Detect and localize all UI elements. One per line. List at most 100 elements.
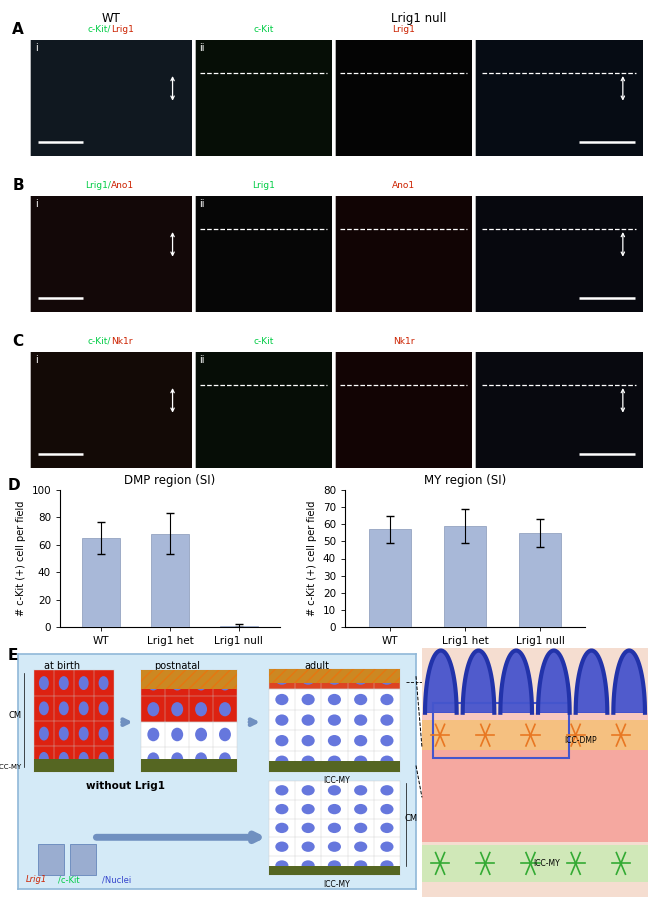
Ellipse shape <box>380 694 393 705</box>
Bar <box>422 720 648 750</box>
Ellipse shape <box>354 823 367 833</box>
Ellipse shape <box>380 735 393 746</box>
Bar <box>220 625 257 627</box>
Ellipse shape <box>328 755 341 767</box>
Ellipse shape <box>79 701 88 715</box>
Ellipse shape <box>148 702 159 717</box>
Text: i: i <box>35 199 38 209</box>
Bar <box>34 670 114 771</box>
Bar <box>519 533 560 627</box>
Ellipse shape <box>39 676 49 690</box>
Ellipse shape <box>276 694 289 705</box>
Ellipse shape <box>99 752 109 766</box>
Ellipse shape <box>302 714 315 726</box>
Text: Lrig1: Lrig1 <box>252 180 275 189</box>
Text: merge: merge <box>544 336 574 345</box>
Text: i: i <box>35 355 38 365</box>
Ellipse shape <box>380 714 393 726</box>
Bar <box>70 844 96 875</box>
Ellipse shape <box>219 727 231 741</box>
Bar <box>434 702 569 758</box>
Text: ICC-MY: ICC-MY <box>323 776 350 785</box>
Y-axis label: # c-Kit (+) cell per field: # c-Kit (+) cell per field <box>307 501 317 616</box>
Text: B: B <box>12 178 24 193</box>
Text: A: A <box>12 22 24 37</box>
Ellipse shape <box>219 702 231 717</box>
Ellipse shape <box>354 785 367 796</box>
Ellipse shape <box>380 755 393 767</box>
Ellipse shape <box>171 702 183 717</box>
Text: Lrig1 null: Lrig1 null <box>391 12 447 25</box>
Text: Lrig1: Lrig1 <box>111 24 134 33</box>
Ellipse shape <box>328 860 341 871</box>
Ellipse shape <box>328 785 341 796</box>
Ellipse shape <box>276 804 289 814</box>
Ellipse shape <box>276 841 289 852</box>
Bar <box>422 713 648 720</box>
Text: ICC-DMP: ICC-DMP <box>369 672 398 678</box>
Ellipse shape <box>276 860 289 871</box>
Text: i: i <box>35 43 38 53</box>
Text: ICC-MY: ICC-MY <box>533 859 560 868</box>
Ellipse shape <box>328 841 341 852</box>
Text: D: D <box>8 478 21 493</box>
Ellipse shape <box>380 674 393 684</box>
Bar <box>268 781 400 875</box>
Ellipse shape <box>171 753 183 766</box>
Ellipse shape <box>99 676 109 690</box>
Bar <box>195 18 332 40</box>
Bar <box>335 174 472 196</box>
Text: ii: ii <box>199 355 205 365</box>
Bar <box>268 669 400 684</box>
Text: merge: merge <box>544 24 574 33</box>
Ellipse shape <box>302 804 315 814</box>
Bar <box>142 670 237 722</box>
Bar <box>38 844 64 875</box>
Ellipse shape <box>302 823 315 833</box>
Bar <box>268 762 400 771</box>
Ellipse shape <box>171 727 183 741</box>
Bar <box>142 722 237 771</box>
Title: DMP region (SI): DMP region (SI) <box>124 475 216 487</box>
Ellipse shape <box>302 841 315 852</box>
Ellipse shape <box>148 727 159 741</box>
Text: c-Kit/: c-Kit/ <box>88 24 111 33</box>
Text: ii: ii <box>199 43 205 53</box>
Bar <box>369 529 411 627</box>
Text: at birth: at birth <box>44 661 80 671</box>
Ellipse shape <box>354 674 367 684</box>
Text: /Nuclei: /Nuclei <box>101 875 131 884</box>
Bar <box>268 866 400 875</box>
Ellipse shape <box>302 694 315 705</box>
Bar <box>30 174 192 196</box>
Ellipse shape <box>148 676 159 691</box>
Ellipse shape <box>302 860 315 871</box>
Text: Nk1r: Nk1r <box>111 336 133 345</box>
Bar <box>142 670 237 689</box>
Ellipse shape <box>328 804 341 814</box>
Text: c-Kit: c-Kit <box>254 24 274 33</box>
Ellipse shape <box>58 727 69 741</box>
Ellipse shape <box>276 735 289 746</box>
Bar <box>151 534 189 627</box>
Bar <box>268 689 400 771</box>
Text: ICC-DMP: ICC-DMP <box>564 736 597 745</box>
Ellipse shape <box>39 752 49 766</box>
Ellipse shape <box>354 714 367 726</box>
Bar <box>195 330 332 353</box>
Bar <box>142 759 237 771</box>
Ellipse shape <box>219 753 231 766</box>
Bar <box>30 330 192 353</box>
Bar <box>475 18 643 40</box>
Ellipse shape <box>354 860 367 871</box>
Text: /c-Kit: /c-Kit <box>58 875 79 884</box>
Ellipse shape <box>328 694 341 705</box>
Bar <box>445 526 486 627</box>
Ellipse shape <box>39 701 49 715</box>
Y-axis label: # c-Kit (+) cell per field: # c-Kit (+) cell per field <box>16 501 26 616</box>
Bar <box>422 845 648 882</box>
Bar <box>422 750 648 842</box>
Ellipse shape <box>148 753 159 766</box>
Ellipse shape <box>380 804 393 814</box>
Ellipse shape <box>302 755 315 767</box>
